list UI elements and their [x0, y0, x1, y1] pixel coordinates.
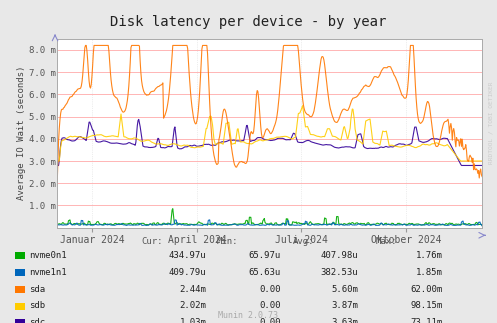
Text: 1.85m: 1.85m — [415, 268, 442, 277]
Text: 2.02m: 2.02m — [179, 301, 206, 310]
Text: 409.79u: 409.79u — [168, 268, 206, 277]
Text: 65.97u: 65.97u — [248, 251, 281, 260]
Text: RRDTOOL / TOBI OETIKER: RRDTOOL / TOBI OETIKER — [488, 81, 493, 164]
Text: Avg:: Avg: — [293, 237, 315, 246]
Text: Disk latency per device - by year: Disk latency per device - by year — [110, 15, 387, 28]
Text: 3.63m: 3.63m — [331, 318, 358, 323]
Text: 5.60m: 5.60m — [331, 285, 358, 294]
Text: 0.00: 0.00 — [259, 301, 281, 310]
Text: Cur:: Cur: — [142, 237, 163, 246]
Text: 1.03m: 1.03m — [179, 318, 206, 323]
Text: 407.98u: 407.98u — [320, 251, 358, 260]
Text: 73.11m: 73.11m — [410, 318, 442, 323]
Text: 1.76m: 1.76m — [415, 251, 442, 260]
Text: nvme1n1: nvme1n1 — [29, 268, 67, 277]
Text: 434.97u: 434.97u — [168, 251, 206, 260]
Y-axis label: Average IO Wait (seconds): Average IO Wait (seconds) — [17, 66, 26, 201]
Text: Max:: Max: — [375, 237, 397, 246]
Text: nvme0n1: nvme0n1 — [29, 251, 67, 260]
Text: Munin 2.0.73: Munin 2.0.73 — [219, 311, 278, 320]
Text: 65.63u: 65.63u — [248, 268, 281, 277]
Text: sdb: sdb — [29, 301, 45, 310]
Text: sda: sda — [29, 285, 45, 294]
Text: sdc: sdc — [29, 318, 45, 323]
Text: 0.00: 0.00 — [259, 318, 281, 323]
Text: 98.15m: 98.15m — [410, 301, 442, 310]
Text: 0.00: 0.00 — [259, 285, 281, 294]
Text: Min:: Min: — [216, 237, 238, 246]
Text: 3.87m: 3.87m — [331, 301, 358, 310]
Text: 382.53u: 382.53u — [320, 268, 358, 277]
Text: 2.44m: 2.44m — [179, 285, 206, 294]
Text: 62.00m: 62.00m — [410, 285, 442, 294]
